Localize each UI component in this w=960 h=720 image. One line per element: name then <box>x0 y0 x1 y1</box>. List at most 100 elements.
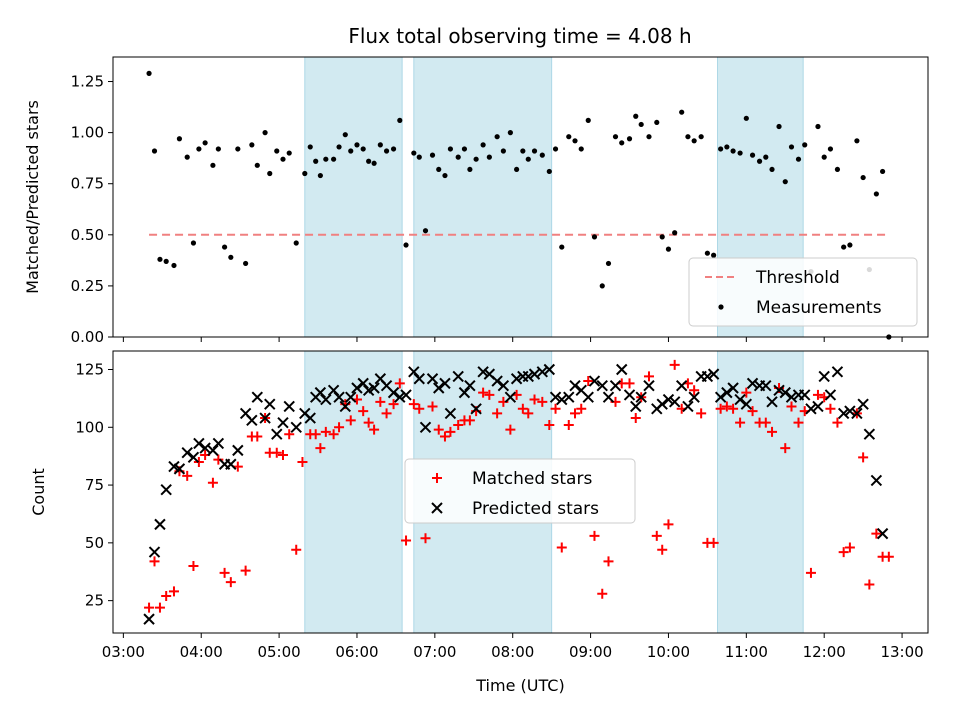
predicted-star-point <box>556 393 568 406</box>
matched-star-point <box>576 403 587 414</box>
measurement-point <box>802 142 808 148</box>
predicted-star-point <box>304 412 316 424</box>
measurement-point <box>390 146 397 152</box>
matched-star-point <box>310 429 321 440</box>
predicted-star-point <box>154 518 166 531</box>
predicted-star-point <box>444 407 457 420</box>
measurement-point <box>262 130 268 136</box>
matched-star-point <box>708 537 719 548</box>
x-tick-label: 04:00 <box>180 643 223 661</box>
matched-star-point <box>144 602 155 613</box>
matched-star-point <box>556 542 567 553</box>
measurement-point <box>486 154 492 160</box>
predicted-star-point <box>148 546 161 558</box>
matched-star-point <box>213 454 224 465</box>
measurement-point <box>323 156 329 162</box>
predicted-star-point <box>766 396 778 408</box>
measurement-point <box>605 260 612 267</box>
matched-star-point <box>252 431 263 442</box>
measurement-point <box>210 162 216 168</box>
predicted-star-point <box>714 391 727 403</box>
measurement-point <box>612 134 619 140</box>
measurement-point <box>151 148 158 154</box>
predicted-star-point <box>785 391 798 403</box>
matched-star-point <box>414 403 425 414</box>
y-tick-label: 25 <box>85 592 104 610</box>
measurement-point <box>578 146 584 152</box>
measurement-point <box>163 258 169 264</box>
measurement-point <box>383 148 390 154</box>
measurement-point <box>525 156 531 162</box>
matched-star-point <box>825 403 836 414</box>
predicted-star-point <box>181 446 193 459</box>
matched-star-point <box>721 401 732 412</box>
matched-star-point <box>583 376 594 387</box>
matched-star-point <box>271 447 282 458</box>
y-tick-label: 0.75 <box>71 175 104 193</box>
measurement-point <box>366 158 372 164</box>
measurement-point <box>313 158 319 164</box>
matched-star-point <box>394 378 405 389</box>
predicted-star-point <box>387 386 400 399</box>
measurement-point <box>847 242 853 248</box>
measurement-point <box>243 260 249 267</box>
measurement-point <box>473 156 479 162</box>
matched-star-point <box>207 477 218 488</box>
predicted-star-point <box>212 437 225 450</box>
measurement-point <box>157 256 163 262</box>
matched-star-point <box>728 403 739 414</box>
observing-interval <box>304 56 403 338</box>
measurement-point <box>403 242 409 248</box>
measurement-point <box>354 142 360 148</box>
predicted-star-point <box>623 389 636 401</box>
matched-star-point <box>149 556 160 567</box>
measurement-point <box>360 146 366 152</box>
measurement-point <box>633 113 639 119</box>
predicted-star-point <box>433 382 445 394</box>
matched-star-point <box>529 394 540 405</box>
measurement-point <box>317 172 323 179</box>
measurement-point <box>788 144 795 150</box>
predicted-star-point <box>682 400 694 413</box>
matched-star-point <box>320 426 331 437</box>
matched-star-point <box>161 591 172 602</box>
matched-star-point <box>883 551 894 562</box>
observing-interval <box>304 350 403 634</box>
predicted-star-point <box>522 370 534 383</box>
y-axis-label: Matched/Predicted stars <box>23 100 42 294</box>
predicted-star-point <box>602 391 615 403</box>
matched-star-point <box>484 389 495 400</box>
measurement-point <box>585 117 591 123</box>
matched-star-point <box>433 424 444 435</box>
predicted-star-point <box>818 370 830 383</box>
matched-star-point <box>570 408 581 419</box>
matched-star-point <box>838 547 849 558</box>
predicted-star-point <box>569 379 581 392</box>
predicted-star-point <box>876 527 889 540</box>
matched-star-point <box>388 399 399 410</box>
y-tick-label: 0.50 <box>71 226 104 244</box>
measurement-point <box>559 244 565 250</box>
predicted-star-point <box>635 391 647 403</box>
measurement-point <box>336 144 342 150</box>
measurement-point <box>756 158 763 164</box>
predicted-star-point <box>339 400 351 413</box>
matched-star-point <box>381 408 392 419</box>
x-tick-label: 07:00 <box>413 643 456 661</box>
axes-frame <box>112 56 929 338</box>
measurement-point <box>531 148 538 154</box>
predicted-star-point <box>668 396 681 408</box>
predicted-star-point <box>799 389 811 401</box>
matched-star-point <box>219 567 230 578</box>
matched-star-point <box>453 419 464 430</box>
matched-star-point <box>277 450 288 461</box>
measurement-point <box>704 250 710 256</box>
measurement-point <box>514 166 520 173</box>
measurement-point <box>711 252 717 258</box>
y-tick-label: 100 <box>75 418 104 436</box>
predicted-star-point <box>394 391 406 403</box>
measurement-point <box>654 119 660 126</box>
measurement-point <box>698 134 704 140</box>
matched-star-point <box>603 556 614 567</box>
